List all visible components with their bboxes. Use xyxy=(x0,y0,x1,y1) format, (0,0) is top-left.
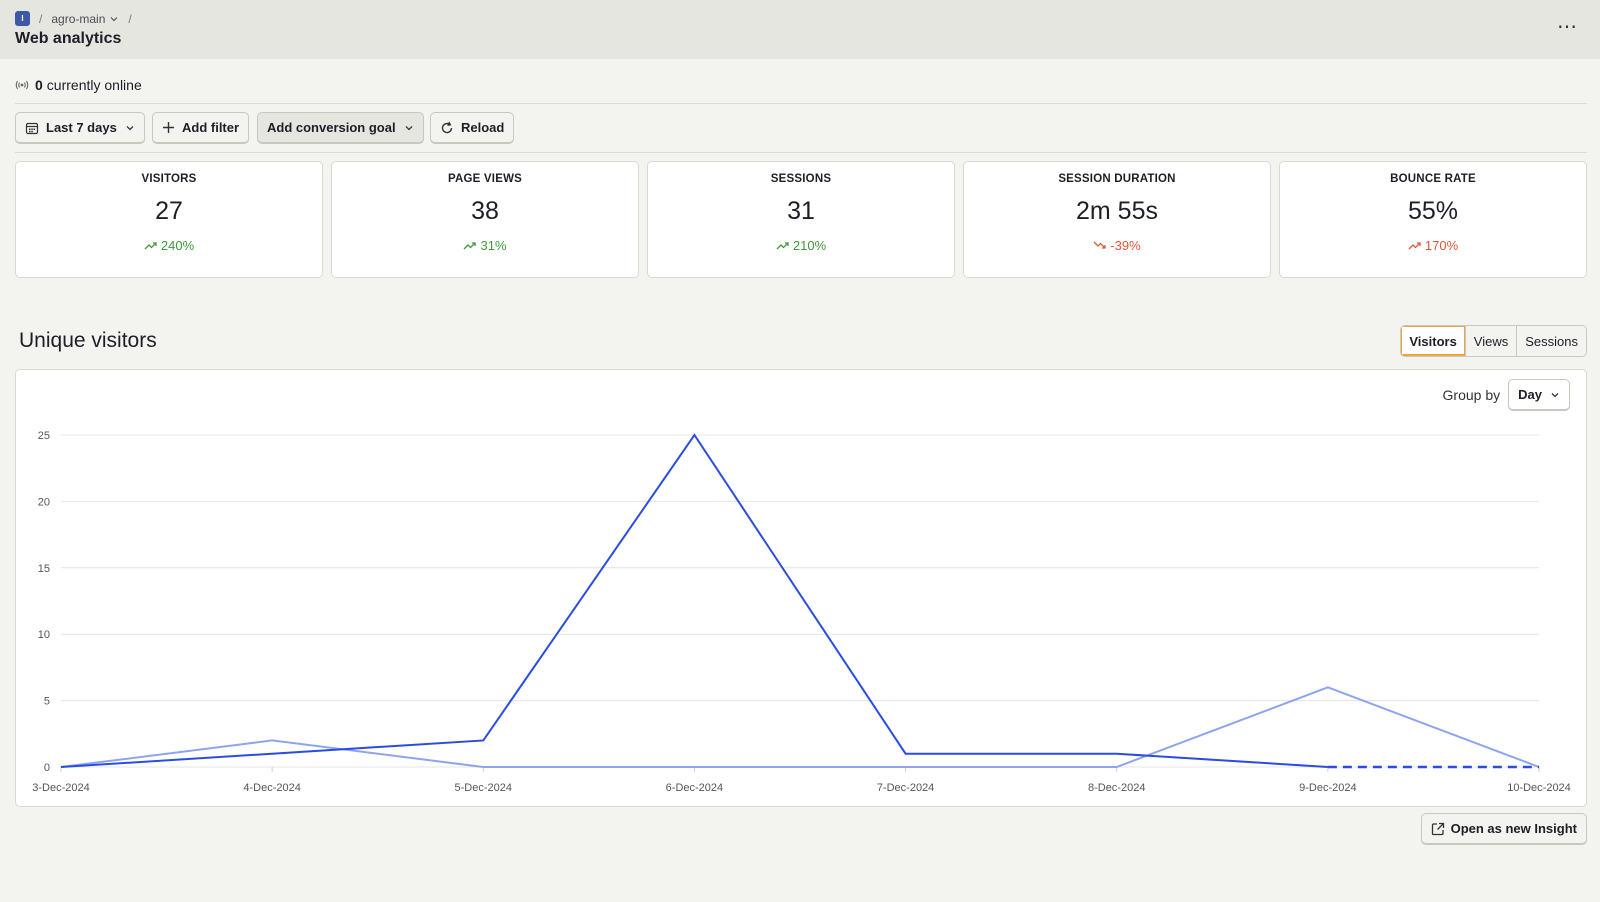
breadcrumb-project-label: agro-main xyxy=(51,11,106,26)
reload-button[interactable]: Reload xyxy=(430,112,515,144)
open-insight-label: Open as new Insight xyxy=(1450,821,1577,836)
reload-icon xyxy=(441,121,453,133)
stat-card-visitors[interactable]: VISITORS 27 240% xyxy=(15,161,323,278)
series-previous-line xyxy=(60,686,1540,768)
x-tick-label: 3-Dec-2024 xyxy=(32,782,89,794)
calendar-icon xyxy=(25,122,39,134)
x-tick-label: 4-Dec-2024 xyxy=(243,782,300,794)
conversion-goal-button[interactable]: Add conversion goal xyxy=(257,112,424,144)
stat-card-session-duration[interactable]: SESSION DURATION 2m 55s -39% xyxy=(963,161,1271,278)
top-bar: I / agro-main / Web analytics ⋯ xyxy=(0,0,1600,59)
stat-change: 170% xyxy=(1280,238,1586,253)
y-tick-label: 20 xyxy=(38,496,50,508)
stat-value: 38 xyxy=(471,197,499,225)
reload-label: Reload xyxy=(461,120,505,135)
group-by-value: Day xyxy=(1518,387,1542,402)
chevron-down-icon xyxy=(110,16,118,21)
breadcrumb-separator: / xyxy=(39,11,43,26)
x-tick-label: 9-Dec-2024 xyxy=(1299,782,1356,794)
stat-value: 55% xyxy=(1407,197,1459,225)
breadcrumb-project[interactable]: agro-main xyxy=(51,12,119,26)
open-insight-button[interactable]: Open as new Insight xyxy=(1420,813,1587,845)
x-tick-label: 5-Dec-2024 xyxy=(455,782,512,794)
y-tick-label: 5 xyxy=(44,696,50,708)
online-label: currently online xyxy=(46,77,142,93)
date-range-button[interactable]: Last 7 days xyxy=(15,112,145,144)
add-filter-label: Add filter xyxy=(182,120,240,135)
group-by: Group by Day xyxy=(1443,379,1570,411)
x-tick-label: 10-Dec-2024 xyxy=(1507,782,1571,794)
trend-up-icon xyxy=(1408,242,1421,250)
series-current-line xyxy=(60,433,1328,768)
tab-sessions[interactable]: Sessions xyxy=(1517,326,1586,356)
plus-icon xyxy=(163,122,174,133)
stat-change-value: 210% xyxy=(792,238,827,253)
trend-down-icon xyxy=(1093,241,1106,249)
divider xyxy=(15,103,1587,104)
y-tick-label: 15 xyxy=(38,563,50,575)
group-by-select[interactable]: Day xyxy=(1508,379,1570,411)
stat-change-value: 170% xyxy=(1424,238,1459,253)
stat-change-value: -39% xyxy=(1110,238,1141,253)
stat-label: VISITORS xyxy=(141,173,197,185)
chevron-down-icon xyxy=(405,125,413,130)
x-tick-label: 8-Dec-2024 xyxy=(1088,782,1145,794)
stat-card-page-views[interactable]: PAGE VIEWS 38 31% xyxy=(331,161,639,278)
y-tick-label: 0 xyxy=(44,762,50,774)
date-range-label: Last 7 days xyxy=(46,120,117,135)
y-tick-label: 25 xyxy=(38,430,50,442)
line-chart: 0 5 10 15 20 25 3-Dec-2024 4-Dec-2024 5-Dec-2024… xyxy=(32,430,1571,794)
stat-label: SESSIONS xyxy=(770,173,832,185)
stat-change-value: 240% xyxy=(160,238,195,253)
metric-tabs: Visitors Views Sessions xyxy=(1400,325,1587,357)
online-status: 0 currently online xyxy=(15,77,142,93)
page-title: Web analytics xyxy=(15,30,122,47)
broadcast-icon xyxy=(15,80,29,90)
tab-visitors[interactable]: Visitors xyxy=(1401,326,1466,356)
group-by-label: Group by xyxy=(1442,387,1501,403)
x-tick-label: 6-Dec-2024 xyxy=(666,782,723,794)
x-tick-label: 7-Dec-2024 xyxy=(877,782,934,794)
divider xyxy=(15,152,1587,153)
stat-change: -39% xyxy=(964,238,1270,253)
stat-value: 27 xyxy=(155,197,183,225)
stat-card-sessions[interactable]: SESSIONS 31 210% xyxy=(647,161,955,278)
breadcrumb-separator: / xyxy=(128,11,132,26)
chevron-down-icon xyxy=(126,125,134,130)
chart-panel: 0 5 10 15 20 25 3-Dec-2024 4-Dec-2024 5-Dec-2024… xyxy=(15,369,1587,807)
project-badge[interactable]: I xyxy=(15,11,30,26)
conversion-goal-label: Add conversion goal xyxy=(267,120,396,135)
chevron-down-icon xyxy=(1551,392,1559,397)
section-title: Unique visitors xyxy=(19,329,157,352)
external-link-icon xyxy=(1431,822,1444,835)
trend-up-icon xyxy=(776,242,789,250)
stat-label: SESSION DURATION xyxy=(1058,173,1176,185)
stat-change: 240% xyxy=(16,238,322,253)
trend-up-icon xyxy=(144,242,157,250)
stat-change-value: 31% xyxy=(480,238,507,253)
stat-label: BOUNCE RATE xyxy=(1390,173,1476,185)
stat-card-bounce-rate[interactable]: BOUNCE RATE 55% 170% xyxy=(1279,161,1587,278)
tab-views[interactable]: Views xyxy=(1465,326,1518,356)
y-tick-label: 10 xyxy=(38,629,50,641)
stat-value: 2m 55s xyxy=(1076,197,1158,225)
add-filter-button[interactable]: Add filter xyxy=(152,112,250,144)
online-count: 0 xyxy=(35,77,43,93)
stat-value: 31 xyxy=(787,197,815,225)
more-options-button[interactable]: ⋯ xyxy=(1557,16,1578,38)
stat-change: 210% xyxy=(648,238,954,253)
stat-label: PAGE VIEWS xyxy=(448,173,522,185)
breadcrumb: I / agro-main / xyxy=(15,11,141,26)
trend-up-icon xyxy=(464,242,477,250)
stat-change: 31% xyxy=(332,238,638,253)
